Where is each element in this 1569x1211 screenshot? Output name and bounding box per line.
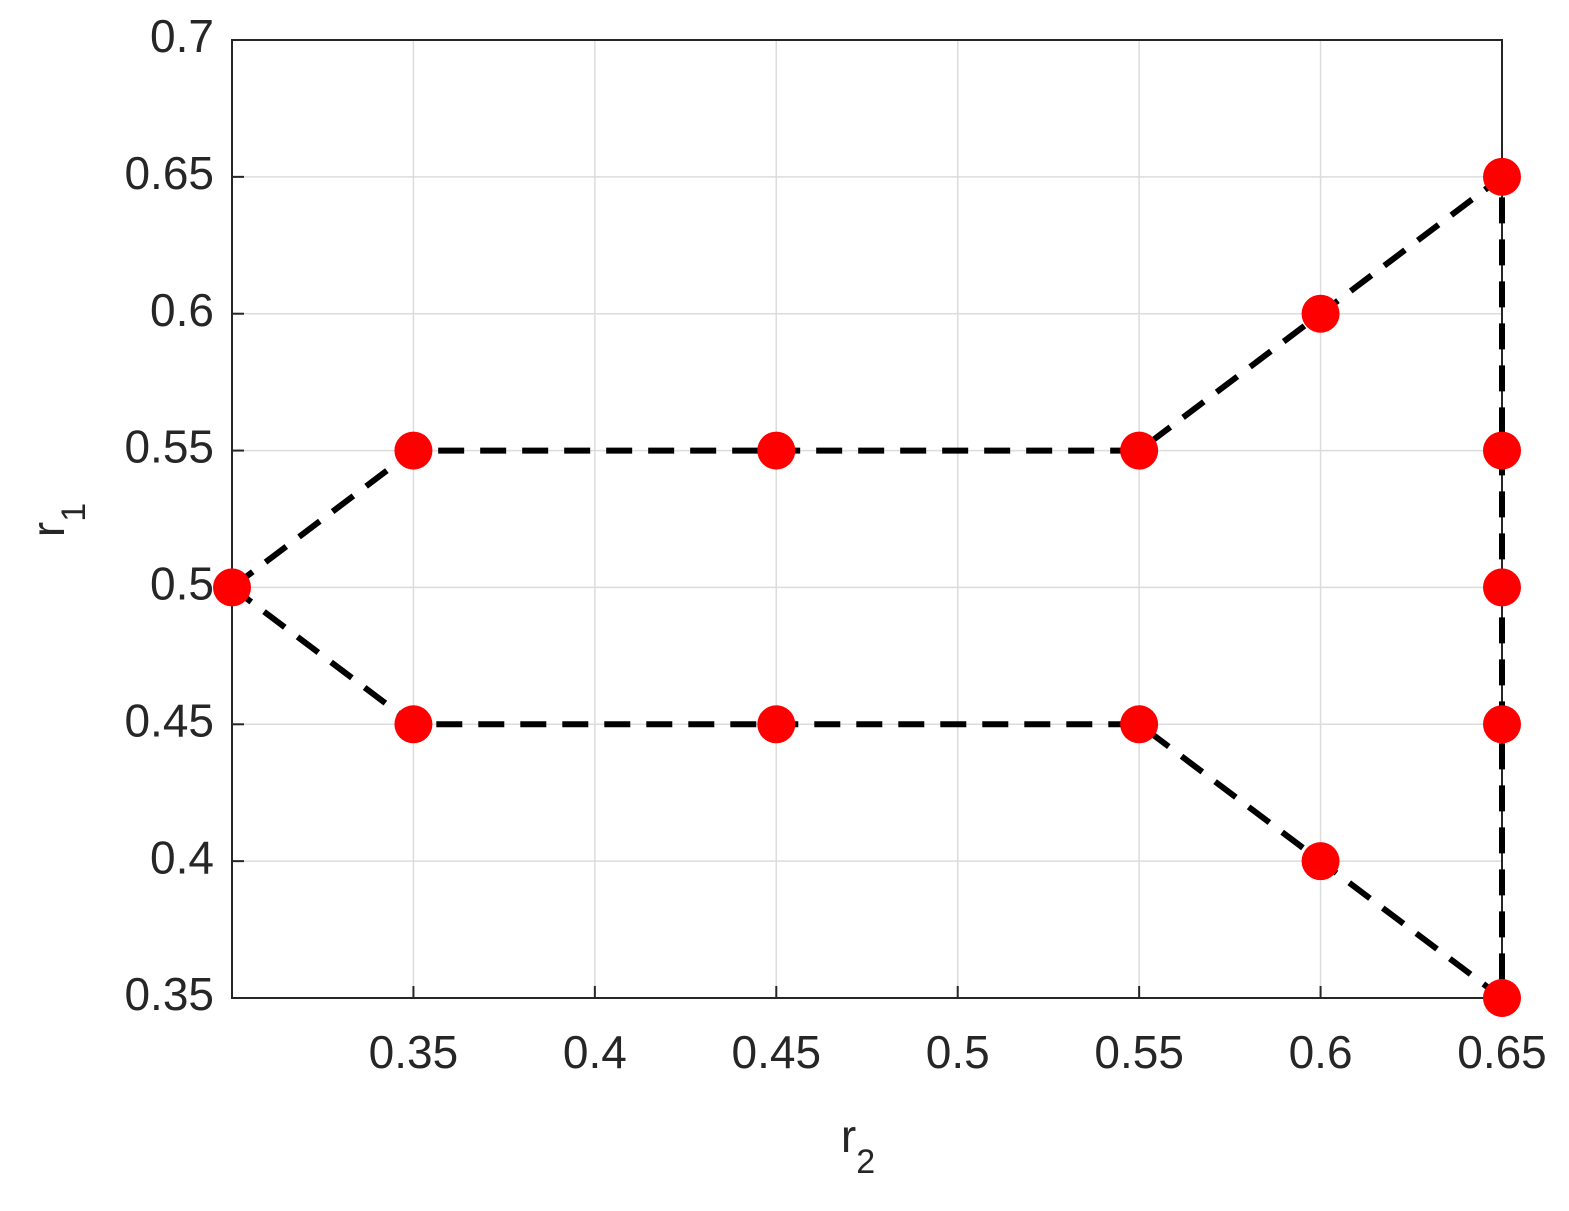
x-tick-label: 0.35 — [369, 1026, 459, 1078]
point — [1483, 979, 1521, 1017]
y-label-base: r — [22, 522, 74, 537]
point — [1483, 431, 1521, 470]
point — [1483, 705, 1521, 744]
x-tick-label: 0.55 — [1094, 1026, 1184, 1078]
point — [1483, 157, 1521, 196]
y-tick-label: 0.65 — [124, 147, 214, 199]
y-tick-label: 0.45 — [124, 694, 214, 746]
y-axis-label: r1 — [22, 503, 93, 537]
y-tick-label: 0.35 — [124, 968, 214, 1020]
x-tick-label: 0.6 — [1289, 1026, 1353, 1078]
y-tick-label: 0.5 — [150, 558, 214, 610]
x-tick-label: 0.65 — [1457, 1026, 1547, 1078]
point — [757, 431, 796, 470]
point — [1120, 431, 1159, 470]
plot-frame — [231, 39, 1503, 999]
y-tick-label: 0.6 — [150, 284, 214, 336]
x-tick-label: 0.5 — [926, 1026, 990, 1078]
point — [394, 431, 433, 470]
y-tick-label: 0.55 — [124, 421, 214, 473]
point — [213, 568, 251, 607]
x-label-base: r — [841, 1110, 856, 1162]
y-tick-label: 0.4 — [150, 831, 214, 883]
x-label-sub: 2 — [856, 1143, 875, 1181]
point — [1483, 568, 1521, 607]
point — [757, 705, 796, 744]
point — [1301, 842, 1340, 881]
y-tick-label: 0.7 — [150, 10, 214, 62]
y-label-sub: 1 — [55, 503, 93, 522]
x-tick-label: 0.4 — [563, 1026, 627, 1078]
x-tick-label: 0.45 — [732, 1026, 822, 1078]
point — [394, 705, 433, 744]
point — [1301, 294, 1340, 333]
point — [1120, 705, 1159, 744]
x-axis-label: r2 — [841, 1110, 875, 1181]
